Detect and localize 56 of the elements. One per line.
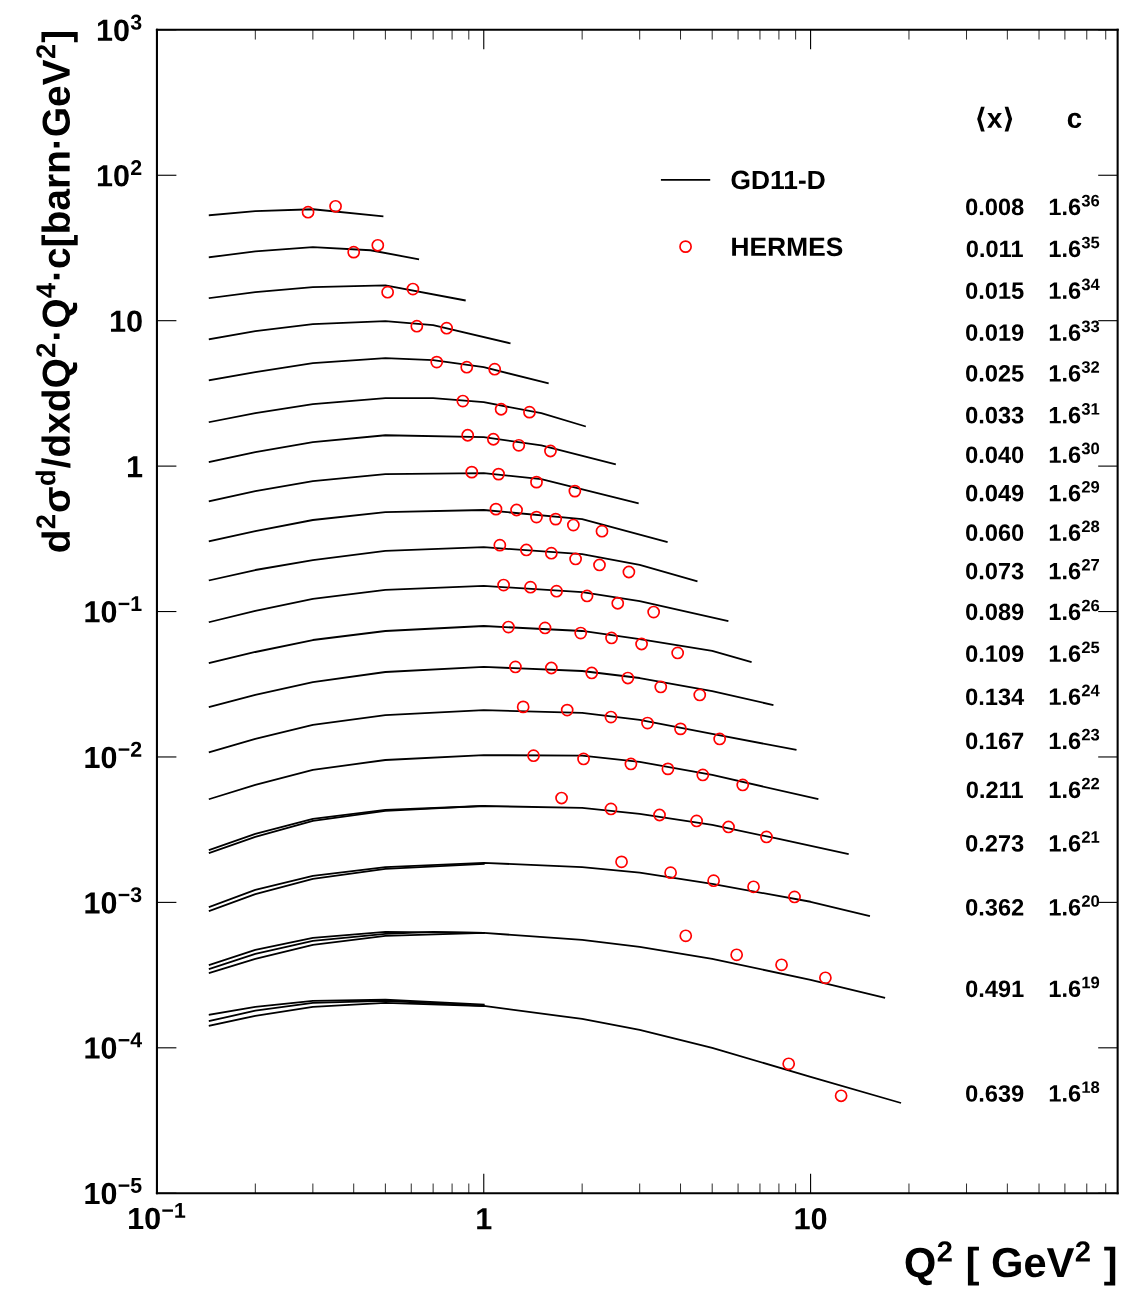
annotation: ⟨x⟩	[977, 106, 1013, 132]
legend-label: HERMES	[732, 237, 843, 257]
y-tick-label: 10$^{2}$	[97, 160, 142, 187]
y-tick-label: 10$^{−2}$	[85, 741, 142, 769]
annotation: 0.015	[966, 282, 1024, 300]
annotation: 1.6$^{27}$	[1049, 558, 1100, 580]
annotation: 1.6$^{33}$	[1049, 320, 1100, 341]
x-tick-label: 1	[477, 1208, 492, 1230]
x-tick-label: 10	[795, 1207, 827, 1230]
annotation: 0.008	[966, 198, 1024, 216]
x-tick-label: 10$^{−1}$	[129, 1202, 186, 1230]
annotation: 1.6$^{31}$	[1049, 403, 1100, 424]
annotation: 0.073	[966, 562, 1024, 580]
annotation: 0.025	[966, 364, 1024, 382]
annotation: c	[1067, 112, 1082, 129]
annotation: 1.6$^{36}$	[1049, 194, 1100, 216]
annotation: 1.6$^{19}$	[1049, 976, 1100, 998]
y-tick-label: 10$^{−1}$	[85, 596, 142, 623]
annotation: 1.6$^{30}$	[1049, 442, 1100, 464]
annotation: 0.273	[966, 835, 1024, 852]
annotation: 0.211	[966, 781, 1023, 799]
annotation: 1.6$^{28}$	[1049, 520, 1100, 542]
y-tick-label: 10$^{−4}$	[85, 1032, 143, 1059]
y-tick-label: 10$^{3}$	[97, 14, 142, 42]
annotation: 1.6$^{26}$	[1049, 599, 1100, 621]
annotation: 0.011	[966, 240, 1023, 258]
annotation: 0.019	[966, 324, 1024, 341]
annotation: 1.6$^{18}$	[1049, 1081, 1100, 1102]
y-tick-label: 10$^{−3}$	[85, 887, 142, 914]
text: d$^{2}$σ$^{d}$/dxdQ$^{2}$·Q$^{4}$·c[barn·GeV$^{2}$]	[35, 32, 78, 552]
annotation: 1.6$^{20}$	[1049, 895, 1100, 916]
annotation: 0.049	[966, 484, 1024, 502]
annotation: 0.362	[966, 898, 1024, 916]
annotation: 0.060	[966, 524, 1024, 542]
annotation: 1.6$^{35}$	[1049, 236, 1100, 258]
annotation: 1.6$^{22}$	[1049, 777, 1100, 799]
legend-label: GD11-D	[731, 170, 825, 190]
annotation: 0.134	[966, 688, 1025, 706]
annotation: 0.089	[966, 603, 1024, 621]
annotation: 1.6$^{29}$	[1049, 480, 1100, 502]
annotation: 1.6$^{21}$	[1049, 831, 1100, 852]
annotation: 1.6$^{24}$	[1049, 684, 1100, 706]
annotation: 0.491	[966, 980, 1024, 998]
annotation: 0.639	[966, 1085, 1024, 1102]
annotation: 0.109	[966, 645, 1024, 663]
annotation: 0.167	[966, 732, 1024, 750]
annotation: 1.6$^{32}$	[1049, 361, 1100, 382]
y-tick-label: 1	[127, 456, 143, 478]
annotation: 0.040	[966, 446, 1024, 464]
annotation: 0.033	[966, 406, 1024, 424]
annotation: 1.6$^{25}$	[1049, 641, 1100, 663]
x-axis-title: Q$^{2}$ [ GeV$^{2}$ ]	[905, 1241, 1116, 1286]
y-tick-label: 10	[110, 310, 142, 333]
annotation: 1.6$^{23}$	[1049, 728, 1100, 750]
y-tick-label: 10$^{−5}$	[85, 1178, 142, 1205]
annotation: 1.6$^{34}$	[1049, 278, 1100, 300]
